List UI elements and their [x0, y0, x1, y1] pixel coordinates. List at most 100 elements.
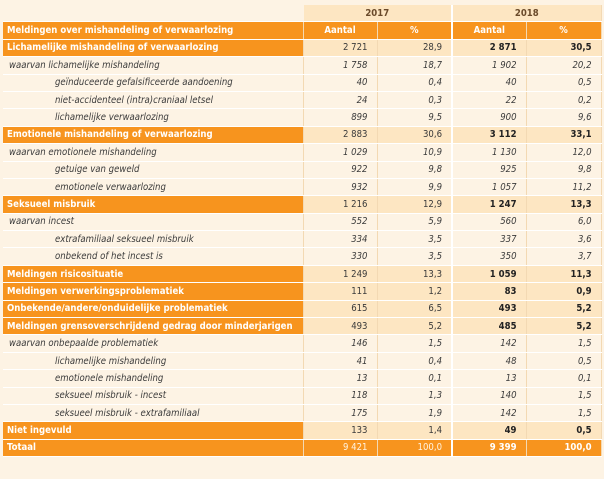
row-pct-2018: 1,5 — [526, 404, 602, 423]
row-pct-2017: 9,5 — [377, 108, 453, 127]
row-pct-2018: 5,2 — [526, 317, 602, 336]
row-aantal-2018: 83 — [451, 282, 527, 301]
row-aantal-2017: 133 — [303, 421, 378, 440]
row-pct-2017: 0,1 — [377, 369, 453, 388]
row-label: Emotionele mishandeling of verwaarlozing — [3, 126, 304, 145]
row-label: extrafamiliaal seksueel misbruik — [3, 230, 304, 249]
row-pct-2017: 13,3 — [377, 265, 453, 284]
row-pct-2018: 6,0 — [526, 213, 602, 232]
row-pct-2018: 20,2 — [526, 56, 602, 75]
row-pct-2017: 3,5 — [377, 230, 453, 249]
row-pct-2018: 5,2 — [526, 300, 602, 319]
row-pct-2017: 1,3 — [377, 387, 453, 405]
row-aantal-2018: 40 — [451, 74, 527, 92]
table-row: Lichamelijke mishandeling of verwaarlozi… — [3, 39, 602, 58]
row-aantal-2018: 1 247 — [451, 195, 527, 214]
row-pct-2017: 0,4 — [377, 74, 453, 92]
row-aantal-2018: 337 — [451, 230, 527, 249]
column-header-aantal-2017: Aantal — [303, 21, 378, 40]
row-pct-2017: 12,9 — [377, 195, 453, 214]
row-pct-2018: 0,9 — [526, 282, 602, 301]
table-row: getuige van geweld 922 9,8 925 9,8 — [3, 161, 602, 179]
row-pct-2017: 1,5 — [377, 334, 453, 353]
row-aantal-2018: 350 — [451, 247, 527, 266]
row-aantal-2018: 142 — [451, 404, 527, 423]
row-aantal-2017: 146 — [303, 334, 378, 353]
row-pct-2018: 30,5 — [526, 39, 602, 58]
row-label: emotionele verwaarlozing — [3, 178, 304, 197]
column-header-aantal-2018: Aantal — [451, 21, 527, 40]
table-row: waarvan onbepaalde problematiek 146 1,5 142… — [3, 334, 602, 353]
row-aantal-2017: 1 029 — [303, 143, 378, 162]
column-header-category: Meldingen over mishandeling of verwaarlo… — [3, 21, 304, 40]
row-aantal-2018: 485 — [451, 317, 527, 336]
row-label: Niet ingevuld — [3, 421, 304, 440]
table-row: seksueel misbruik - extrafamiliaal 175 1,9… — [3, 404, 602, 423]
row-aantal-2017: 922 — [303, 161, 378, 179]
row-label: Meldingen risicosituatie — [3, 265, 304, 284]
row-aantal-2017: 1 216 — [303, 195, 378, 214]
data-table-container: 2017 2018 Meldingen over mishandeling of… — [3, 5, 602, 458]
meldingen-table: 2017 2018 Meldingen over mishandeling of… — [3, 5, 602, 458]
row-aantal-2018: 900 — [451, 108, 527, 127]
table-row: geïnduceerde gefalsificeerde aandoening 4… — [3, 74, 602, 92]
row-label: onbekend of het incest is — [3, 247, 304, 266]
table-row: seksueel misbruik - incest 118 1,3 140 1,5 — [3, 387, 602, 405]
row-aantal-2017: 1 758 — [303, 56, 378, 75]
row-aantal-2018: 493 — [451, 300, 527, 319]
row-aantal-2018: 1 130 — [451, 143, 527, 162]
table-row: Niet ingevuld 133 1,4 49 0,5 — [3, 421, 602, 440]
table-row: Totaal 9 421 100,0 9 399 100,0 — [3, 439, 602, 458]
row-label: lichamelijke verwaarlozing — [3, 108, 304, 127]
row-label: Totaal — [3, 439, 304, 458]
row-aantal-2017: 334 — [303, 230, 378, 249]
column-header-pct-2018: % — [526, 21, 602, 40]
year-2018-header: 2018 — [451, 5, 602, 23]
row-aantal-2018: 48 — [451, 352, 527, 371]
row-aantal-2018: 1 057 — [451, 178, 527, 197]
row-aantal-2017: 330 — [303, 247, 378, 266]
table-row: extrafamiliaal seksueel misbruik 334 3,5 33… — [3, 230, 602, 249]
row-label: emotionele mishandeling — [3, 369, 304, 388]
column-header-row: Meldingen over mishandeling of verwaarlo… — [3, 21, 602, 40]
row-label: waarvan onbepaalde problematiek — [3, 334, 304, 353]
row-aantal-2017: 1 249 — [303, 265, 378, 284]
row-label: Onbekende/andere/onduidelijke problemati… — [3, 300, 304, 319]
row-label: seksueel misbruik - incest — [3, 387, 304, 405]
row-aantal-2018: 925 — [451, 161, 527, 179]
table-row: niet-accidenteel (intra)craniaal letsel 2… — [3, 91, 602, 110]
table-row: Meldingen verwerkingsproblematiek 111 1,2 8… — [3, 282, 602, 301]
row-aantal-2018: 49 — [451, 421, 527, 440]
row-aantal-2018: 2 871 — [451, 39, 527, 58]
row-pct-2017: 28,9 — [377, 39, 453, 58]
row-aantal-2018: 22 — [451, 91, 527, 110]
table-row: Emotionele mishandeling of verwaarlozing… — [3, 126, 602, 145]
row-pct-2017: 6,5 — [377, 300, 453, 319]
row-aantal-2018: 13 — [451, 369, 527, 388]
row-aantal-2018: 1 059 — [451, 265, 527, 284]
row-pct-2017: 1,2 — [377, 282, 453, 301]
row-label: Lichamelijke mishandeling of verwaarlozi… — [3, 39, 304, 58]
row-pct-2017: 18,7 — [377, 56, 453, 75]
row-aantal-2018: 560 — [451, 213, 527, 232]
row-label: geïnduceerde gefalsificeerde aandoening — [3, 74, 304, 92]
row-label: lichamelijke mishandeling — [3, 352, 304, 371]
row-pct-2018: 3,7 — [526, 247, 602, 266]
row-pct-2018: 100,0 — [526, 439, 602, 458]
row-pct-2017: 100,0 — [377, 439, 453, 458]
table-row: lichamelijke verwaarlozing 899 9,5 900 9,6 — [3, 108, 602, 127]
table-row: emotionele mishandeling 13 0,1 13 0,1 — [3, 369, 602, 388]
row-pct-2018: 0,5 — [526, 421, 602, 440]
column-header-pct-2017: % — [377, 21, 453, 40]
row-pct-2017: 0,3 — [377, 91, 453, 110]
row-aantal-2017: 111 — [303, 282, 378, 301]
row-aantal-2017: 493 — [303, 317, 378, 336]
row-aantal-2017: 13 — [303, 369, 378, 388]
row-pct-2017: 0,4 — [377, 352, 453, 371]
row-pct-2018: 33,1 — [526, 126, 602, 145]
row-aantal-2018: 3 112 — [451, 126, 527, 145]
row-aantal-2017: 24 — [303, 91, 378, 110]
row-aantal-2017: 118 — [303, 387, 378, 405]
row-pct-2018: 0,1 — [526, 369, 602, 388]
table-row: waarvan incest 552 5,9 560 6,0 — [3, 213, 602, 232]
